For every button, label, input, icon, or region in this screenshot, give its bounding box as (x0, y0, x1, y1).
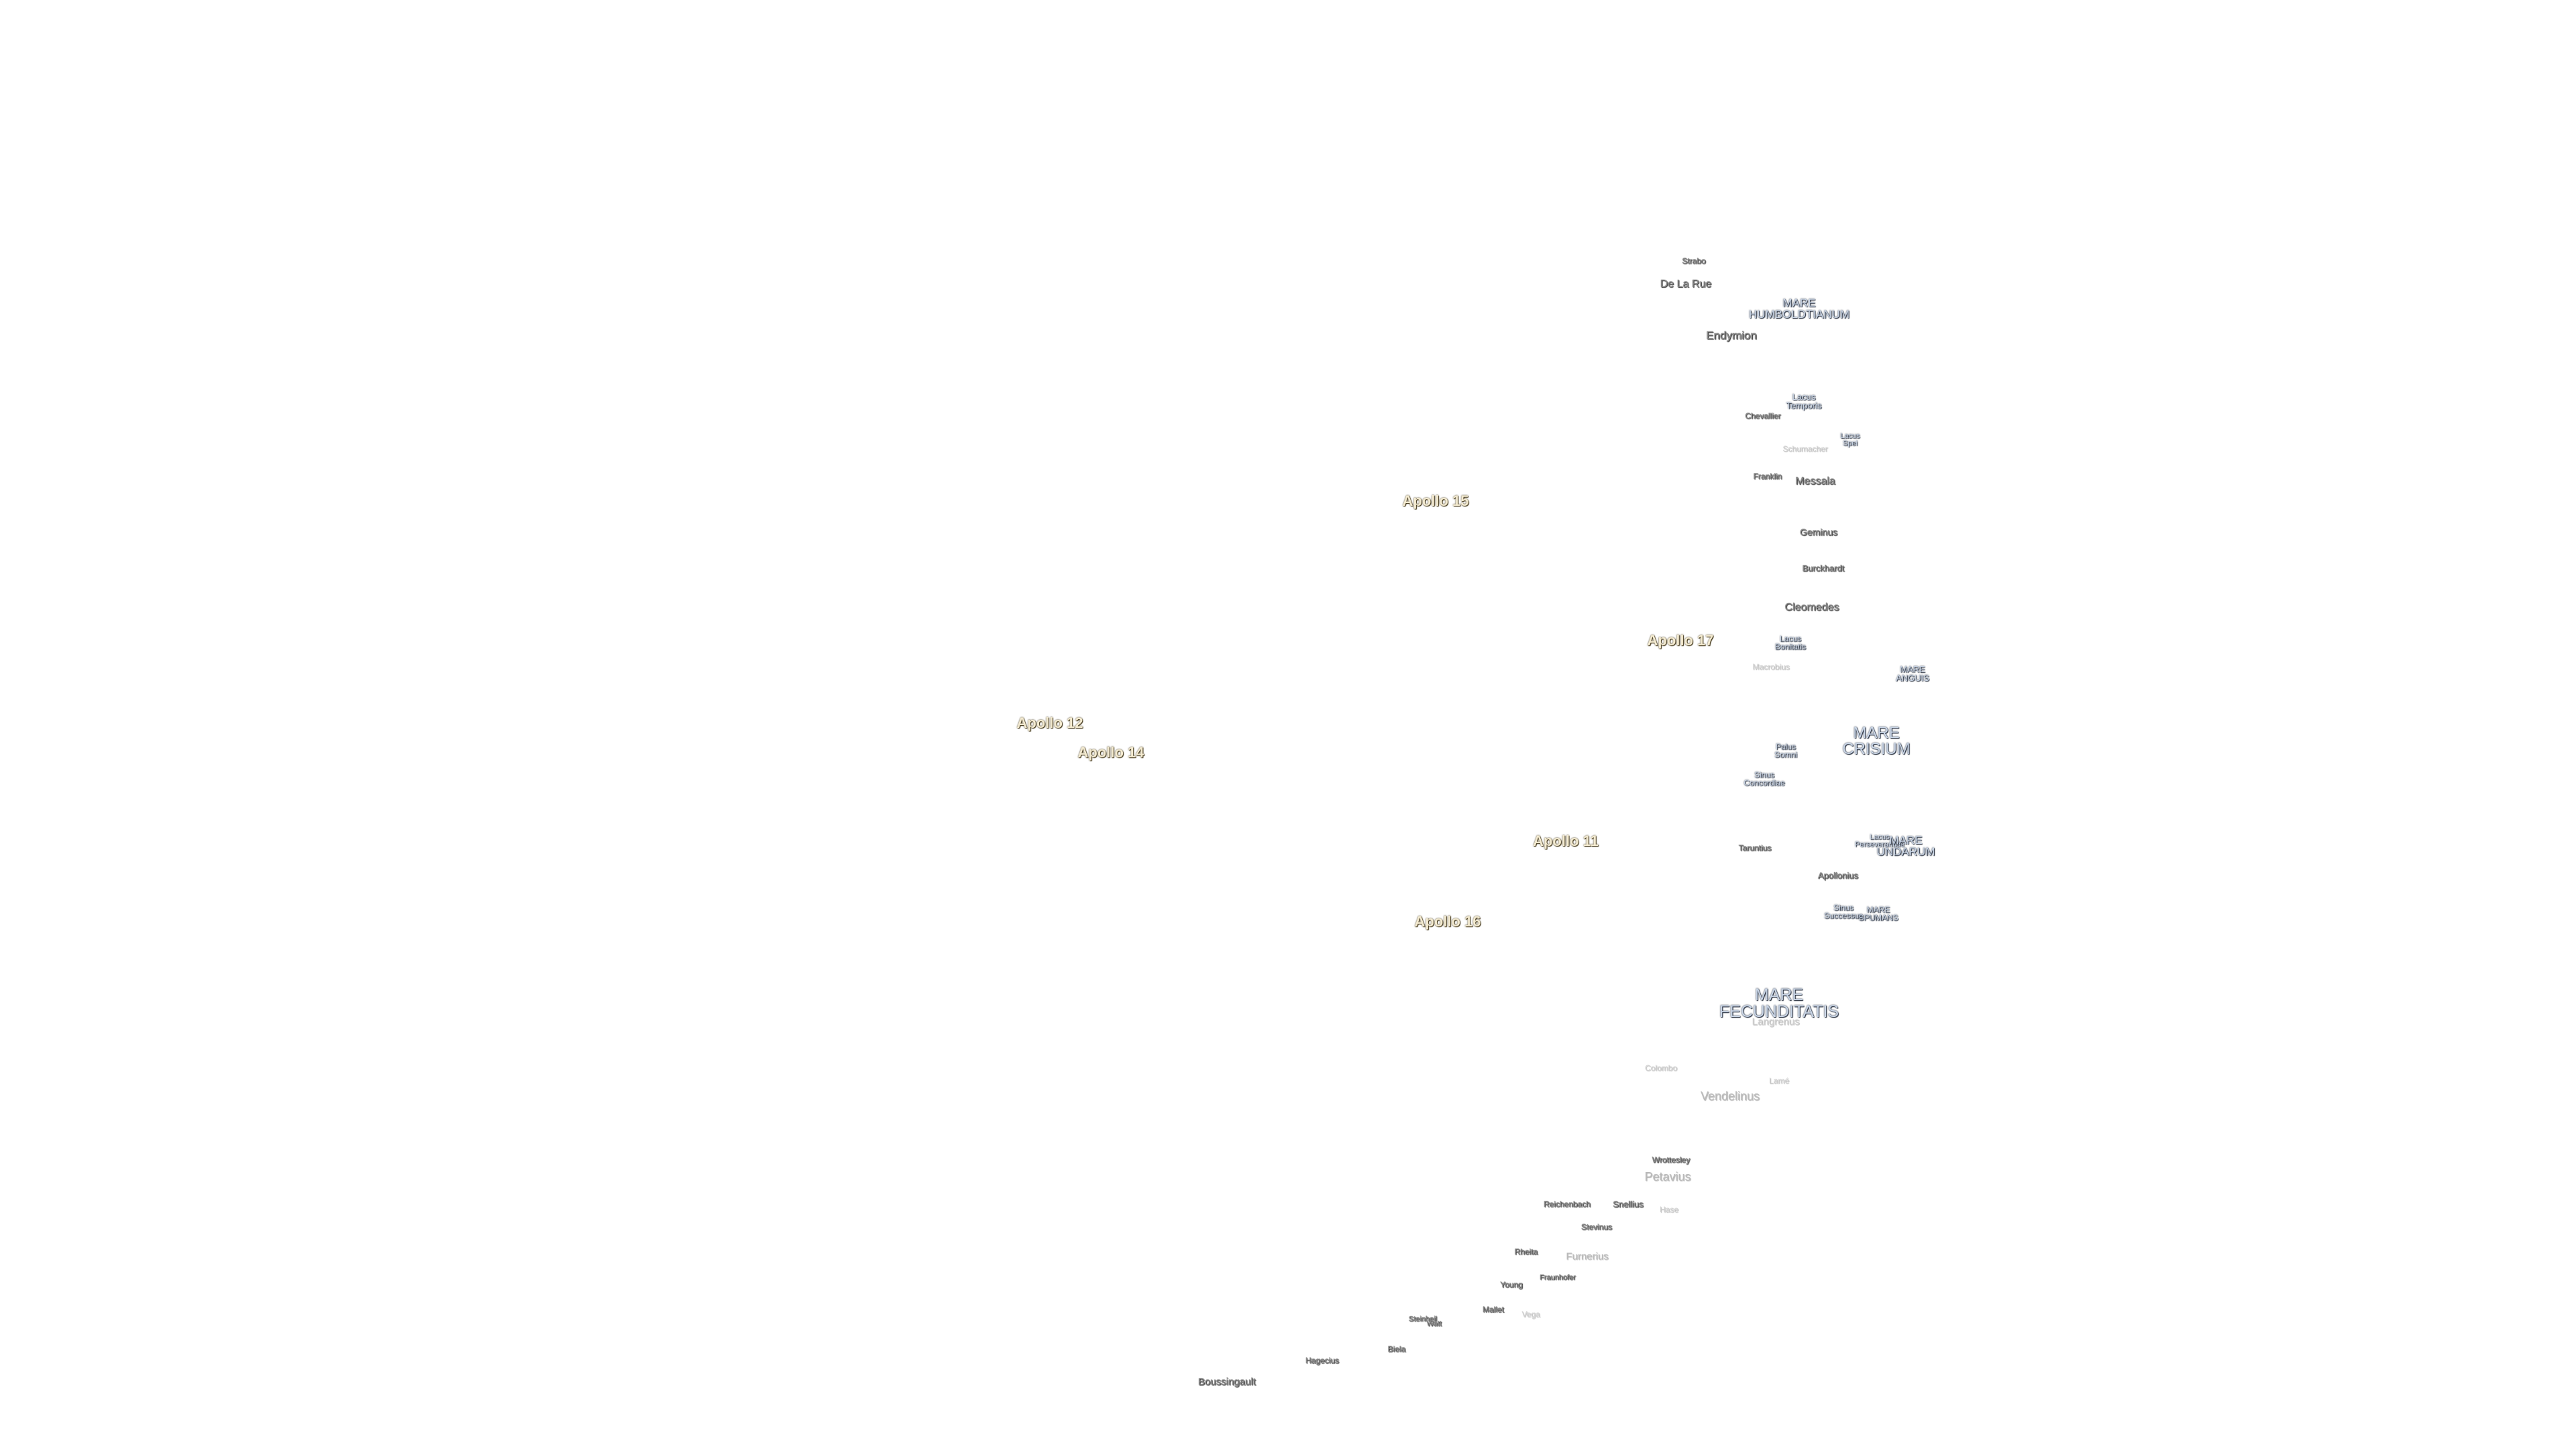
crater-label: Messala (1795, 476, 1835, 487)
crater-label: Reichenbach (1543, 1199, 1591, 1209)
crater-label: Colombo (1644, 1063, 1678, 1073)
crater-label: Macrobius (1752, 662, 1790, 672)
crater-label: Taruntius (1738, 843, 1772, 853)
crater-label: Watt (1426, 1320, 1442, 1328)
mare-label: MARE UNDARUM (1876, 834, 1935, 858)
crater-label: Stevinus (1580, 1222, 1613, 1232)
crater-label: Young (1500, 1280, 1523, 1289)
crater-label: Wrottesley (1652, 1155, 1690, 1165)
sinus-label: Sinus Concordiae (1743, 770, 1785, 788)
apollo-label: Apollo 17 (1647, 632, 1714, 649)
crater-label: Boussingault (1198, 1376, 1256, 1388)
mare-label: MARE FECUNDITATIS (1719, 985, 1839, 1021)
crater-label: Vendelinus (1700, 1089, 1760, 1103)
crater-label: Endymion (1706, 329, 1757, 342)
crater-label: Schumacher (1782, 444, 1828, 453)
apollo-label: Apollo 15 (1402, 492, 1469, 509)
crater-label: Mallet (1482, 1305, 1505, 1314)
crater-label: Vega (1521, 1309, 1540, 1319)
crater-label: Rheita (1514, 1247, 1538, 1256)
crater-label: Lamé (1768, 1076, 1790, 1085)
mare-label: MARE HUMBOLDTIANUM (1748, 297, 1850, 321)
apollo-label: Apollo 14 (1077, 744, 1144, 761)
sinus-label: Sinus Successus (1823, 903, 1864, 920)
lacus-label: Lacus Temporis (1786, 392, 1822, 411)
crater-label: Hagecius (1305, 1356, 1340, 1365)
mare-label: MARE SPUMANS (1858, 905, 1898, 922)
lacus-label: Lacus Bonitatis (1774, 634, 1807, 651)
apollo-label: Apollo 11 (1533, 833, 1599, 849)
crater-label: Strabo (1682, 256, 1706, 266)
crater-label: Chevallier (1745, 411, 1781, 421)
crater-label: Burckhardt (1802, 563, 1845, 574)
crater-label: Steinheil (1408, 1315, 1438, 1324)
crater-label: Langrenus (1752, 1016, 1800, 1028)
mare-label: MARE CRISIUM (1842, 724, 1911, 758)
crater-label: Furnerius (1566, 1250, 1609, 1263)
crater-label: Biela (1387, 1344, 1406, 1354)
crater-label: Geminus (1799, 527, 1838, 537)
crater-label: Snellius (1613, 1199, 1644, 1210)
lacus-label: Lacus Spei (1840, 432, 1860, 447)
mare-label: MARE ANGUIS (1896, 664, 1929, 683)
crater-label: Cleomedes (1784, 602, 1839, 613)
palus-label: Palus Somni (1774, 742, 1798, 759)
crater-label: Apollonius (1818, 870, 1858, 881)
crater-label: De La Rue (1660, 278, 1712, 290)
apollo-label: Apollo 16 (1414, 913, 1481, 930)
crater-label: Hase (1659, 1205, 1679, 1214)
crater-label: Franklin (1753, 472, 1782, 481)
crater-label: Petavius (1644, 1170, 1691, 1183)
apollo-label: Apollo 12 (1016, 714, 1083, 731)
crater-label: Fraunhofer (1540, 1273, 1576, 1282)
lacus-label: Lacus Perseverantiae (1855, 833, 1904, 849)
